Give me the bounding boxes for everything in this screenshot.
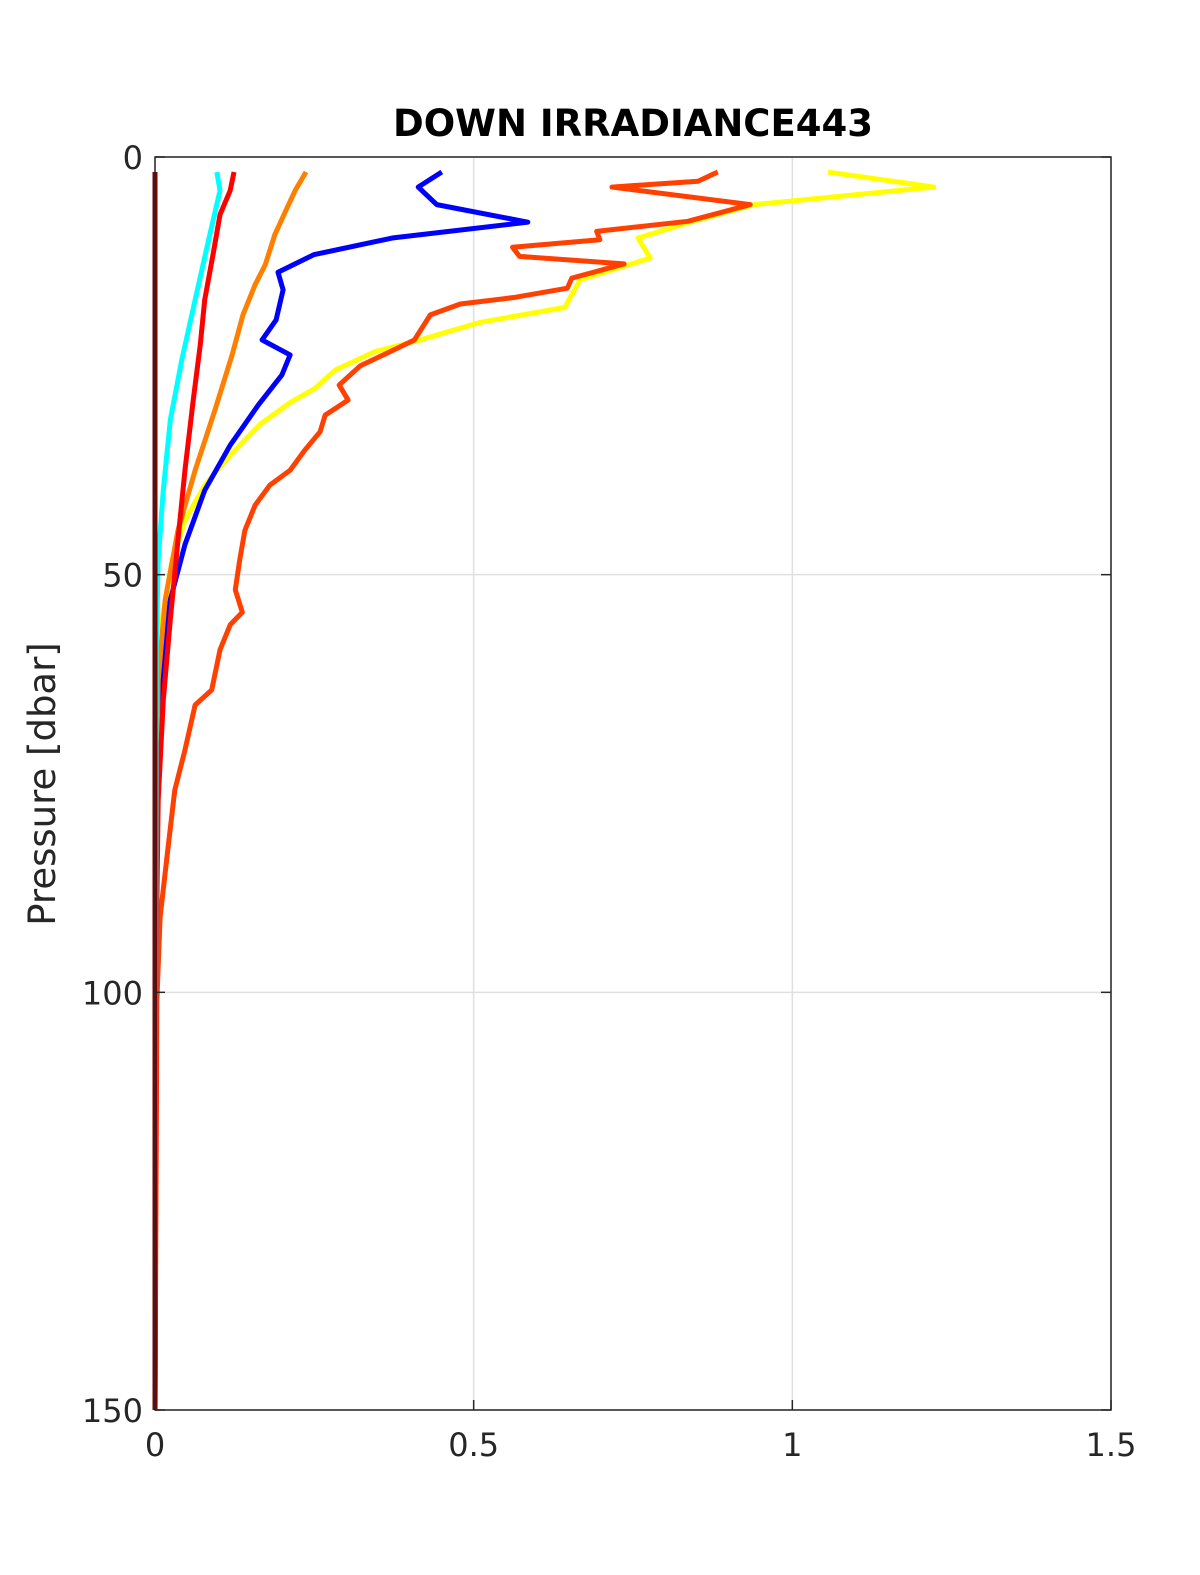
y-tick-label: 100 [82,974,143,1012]
x-tick-label: 0 [145,1426,165,1464]
ticks: 0 0.5 1 1.5 0 50 100 150 [82,139,1137,1464]
x-tick-label: 1.5 [1086,1426,1137,1464]
plot-frame [154,156,1112,1411]
chart-title: DOWN IRRADIANCE443 [393,102,873,145]
y-tick-label: 150 [82,1392,143,1430]
x-tick-label: 0.5 [448,1426,499,1464]
y-axis-label: Pressure [dbar] [21,642,64,925]
profile-line [152,171,237,1411]
y-tick-label: 0 [123,139,143,177]
profile-line [152,169,753,1411]
y-tick-label: 50 [102,557,143,595]
profile-line [152,170,309,1411]
x-tick-label: 1 [782,1426,802,1464]
